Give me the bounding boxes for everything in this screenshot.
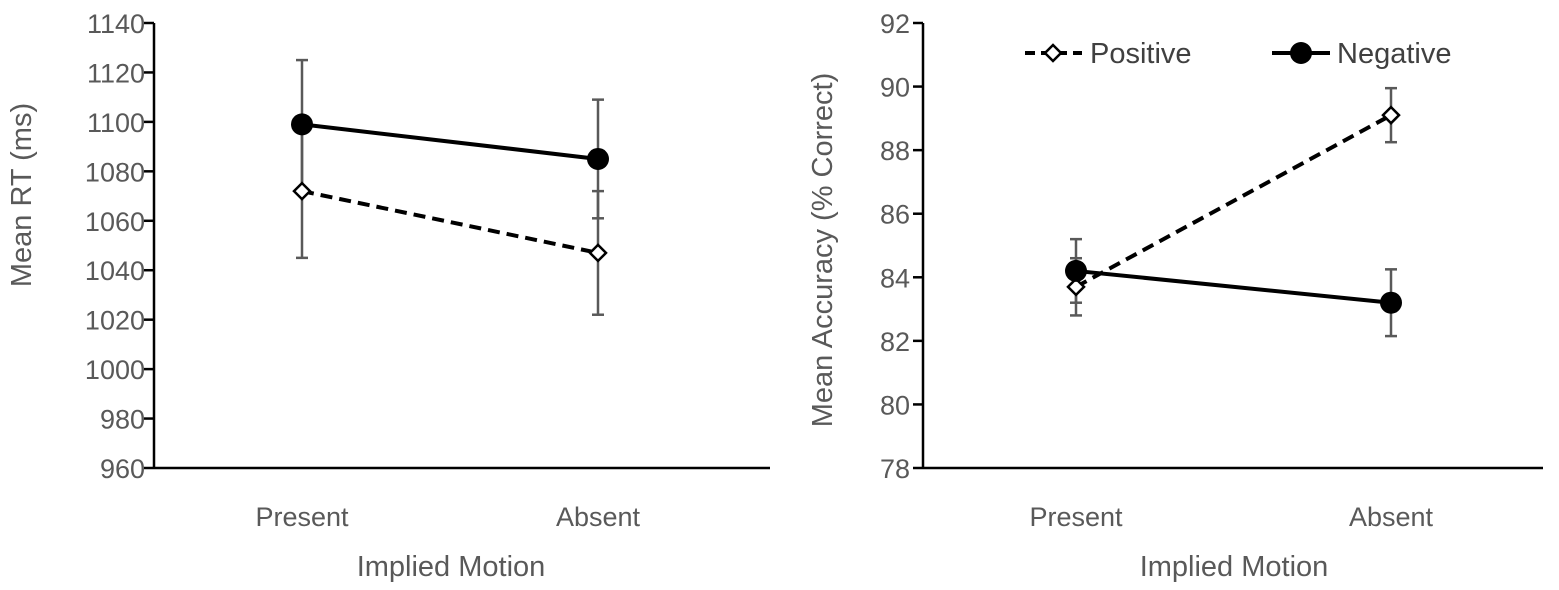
rt-y-tick-label: 1120: [87, 58, 145, 88]
accuracy-x-axis-title: Implied Motion: [1140, 551, 1329, 583]
accuracy-y-axis-title: Mean Accuracy (% Correct): [807, 73, 839, 428]
accuracy-x-tick-label: Present: [1029, 502, 1123, 532]
rt-y-tick-label: 1100: [87, 108, 145, 138]
rt-y-tick-label: 1140: [87, 9, 145, 39]
legend-negative-marker: [1290, 42, 1312, 64]
rt-positive-point: [292, 181, 312, 201]
rt-x-tick-label: Present: [255, 502, 349, 532]
legend-positive-marker: [1043, 43, 1063, 63]
rt-y-tick-label: 1060: [85, 207, 145, 237]
rt-y-tick-label: 1000: [85, 355, 145, 385]
rt-chart-panel: Mean RT (ms) Implied Motion 960 980 1000 10…: [6, 9, 770, 583]
accuracy-y-tick-label: 84: [880, 263, 910, 293]
accuracy-negative-point: [1380, 291, 1402, 314]
accuracy-positive-point: [1066, 277, 1086, 297]
rt-y-tick-label: 1020: [85, 306, 145, 336]
accuracy-y-tick-label: 82: [880, 327, 910, 357]
legend: Positive Negative: [1025, 38, 1451, 70]
accuracy-y-tick-label: 88: [880, 136, 910, 166]
accuracy-y-tick-label: 86: [880, 200, 910, 230]
accuracy-y-tick-label: 78: [880, 454, 910, 484]
accuracy-negative-line: [1075, 268, 1392, 305]
rt-y-tick-label: 1080: [85, 157, 145, 187]
legend-positive-label: Positive: [1090, 38, 1192, 70]
rt-y-tick-label: 960: [100, 454, 145, 484]
accuracy-y-tick-label: 90: [880, 73, 910, 103]
accuracy-positive-line: [1075, 113, 1392, 289]
rt-x-tick-label: Absent: [556, 502, 641, 532]
rt-negative-line: [301, 122, 599, 161]
accuracy-positive-point: [1381, 105, 1401, 125]
rt-y-axis-title: Mean RT (ms): [6, 103, 38, 287]
accuracy-x-tick-label: Absent: [1349, 502, 1434, 532]
accuracy-y-tick-label: 80: [880, 390, 910, 420]
accuracy-negative-point: [1065, 259, 1087, 282]
rt-y-tick-label: 1040: [85, 256, 145, 286]
rt-x-axis-title: Implied Motion: [357, 551, 546, 583]
rt-positive-line: [301, 189, 599, 255]
rt-negative-point: [587, 147, 609, 170]
rt-positive-point: [588, 243, 608, 263]
accuracy-y-tick-label: 92: [880, 9, 910, 39]
accuracy-chart-panel: Mean Accuracy (% Correct) Implied Motion…: [807, 9, 1543, 583]
legend-negative-label: Negative: [1337, 38, 1451, 70]
rt-y-tick-label: 980: [100, 405, 145, 435]
rt-negative-point: [291, 113, 313, 136]
